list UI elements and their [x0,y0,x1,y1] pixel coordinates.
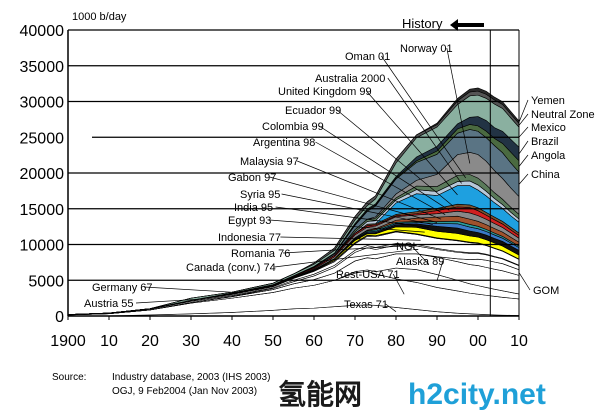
y-tick-label-0: 0 [55,309,64,326]
series-label-27: Yemen [531,95,565,107]
leader-line-9 [135,298,200,304]
series-label-22: China [531,169,561,181]
x-tick-label-4: 40 [223,333,241,350]
source-line-2: OGJ, 9 Feb2004 (Jan Nov 2003) [112,386,257,397]
series-label-25: Mexico [531,122,566,134]
watermark-cn: 氢能网 [278,378,362,411]
leader-line-7 [280,236,421,241]
x-tick-label-1: 10 [100,333,118,350]
series-label-7: Indonesia 77 [218,232,281,244]
x-tick-label-9: 90 [428,333,446,350]
series-label-21: Norway 01 [400,43,453,55]
source-label: Source: [52,372,86,383]
leader-line-14 [297,160,442,220]
series-label-18: United Kingdom 99 [278,86,372,98]
x-tick-label-0: 1900 [50,333,86,350]
x-tick-label-2: 20 [141,333,159,350]
leader-line-26 [518,113,529,126]
series-label-20: Oman 01 [345,51,390,63]
series-label-2: Alaska 89 [396,256,444,268]
leader-line-1 [392,273,405,295]
history-arrow-icon [450,19,484,31]
leader-line-12 [281,193,433,225]
leader-line-10 [269,219,425,233]
series-label-24: Brazil [531,136,559,148]
source-line-1: Industry database, 2003 (IHS 2003) [112,372,270,383]
series-label-16: Colombia 99 [262,121,324,133]
leader-line-16 [319,125,450,211]
series-label-9: Austria 55 [84,298,134,310]
y-tick-label-7: 35000 [20,59,65,76]
leader-line-5 [274,249,413,268]
leader-line-17 [336,109,454,207]
leader-line-20 [381,55,466,179]
leader-line-0 [385,303,397,312]
series-label-0: Texas 71 [344,299,388,311]
leader-line-2 [436,260,444,282]
series-label-5: Canada (conv.) 74 [186,262,276,274]
leader-line-25 [518,126,529,138]
series-label-3: NGL [396,241,419,253]
series-label-1: Rest-USA 71 [336,269,400,281]
series-label-12: Syria 95 [240,189,280,201]
leader-line-24 [518,140,529,155]
x-tick-label-3: 30 [182,333,200,350]
y-tick-label-1: 5000 [28,273,64,290]
y-tick-label-5: 25000 [20,130,65,147]
series-label-14: Malaysia 97 [240,156,299,168]
history-label: History [402,16,443,31]
leader-line-8 [143,286,241,294]
leader-line-15 [315,141,446,216]
y-tick-label-2: 10000 [20,238,65,255]
leader-line-19 [387,77,462,184]
series-label-4: GOM [533,285,559,297]
x-tick-label-11: 10 [510,333,528,350]
series-label-6: Romania 76 [231,248,290,260]
x-tick-label-5: 50 [264,333,282,350]
unit-label: 1000 b/day [72,11,127,23]
series-label-8: Germany 67 [92,282,153,294]
series-label-11: India 95 [234,202,273,214]
leader-line-22 [518,173,529,185]
leader-line-13 [269,176,438,223]
series-label-19: Australia 2000 [315,73,385,85]
series-label-15: Argentina 98 [253,137,315,149]
series-label-26: Neutral Zone [531,109,595,121]
x-tick-label-6: 60 [305,333,323,350]
leader-line-4 [518,272,531,291]
leader-line-21 [446,47,471,164]
y-tick-label-6: 30000 [20,95,65,112]
series-label-17: Ecuador 99 [285,105,341,117]
series-label-10: Egypt 93 [228,215,271,227]
leader-line-23 [518,154,529,167]
series-label-23: Angola [531,150,566,162]
y-tick-label-8: 40000 [20,23,65,40]
leader-line-3 [411,245,430,265]
x-tick-label-8: 80 [387,333,405,350]
leader-line-11 [275,206,429,228]
leader-line-27 [518,99,529,123]
leader-line-6 [282,244,417,254]
series-label-13: Gabon 97 [228,172,276,184]
y-tick-label-3: 15000 [20,202,65,219]
leader-line-18 [366,90,458,196]
y-tick-label-4: 20000 [20,166,65,183]
x-tick-label-7: 70 [346,333,364,350]
watermark-en: h2city.net [408,378,546,411]
x-tick-label-10: 00 [469,333,487,350]
